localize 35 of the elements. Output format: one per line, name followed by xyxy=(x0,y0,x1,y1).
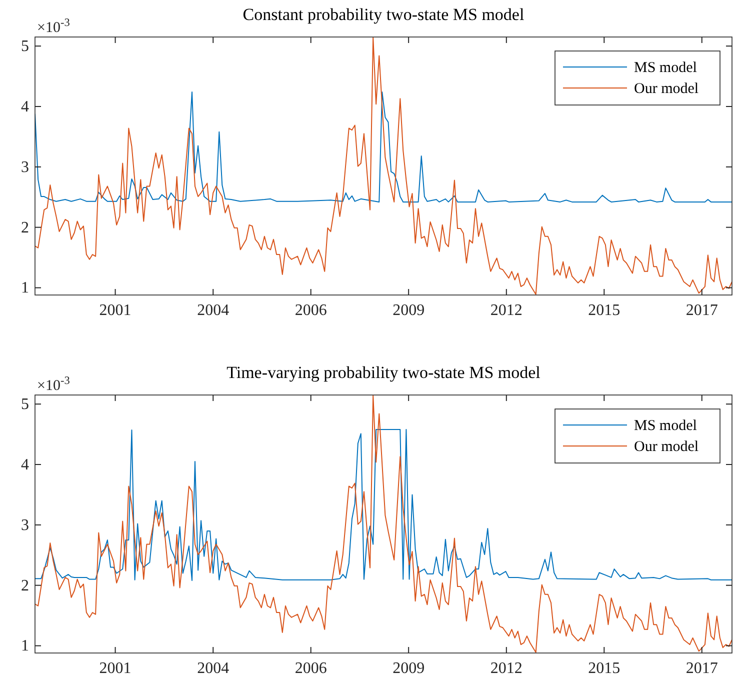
legend-label: Our model xyxy=(634,81,699,97)
line-series xyxy=(35,37,732,295)
x-tick-label: 2001 xyxy=(99,302,132,319)
x-tick-label: 2012 xyxy=(490,660,522,677)
y-tick-label: 4 xyxy=(21,98,29,116)
y-tick-label: 2 xyxy=(21,577,29,594)
x-tick-label: 2017 xyxy=(686,660,718,677)
chart-title: Constant probability two-state MS model xyxy=(242,5,524,24)
y-tick-label: 1 xyxy=(21,280,29,297)
x-tick-label: 2017 xyxy=(686,302,718,319)
y-tick-label: 5 xyxy=(21,38,29,56)
x-tick-label: 2015 xyxy=(588,302,620,319)
line-series xyxy=(35,428,732,581)
y-tick-label: 3 xyxy=(21,158,29,176)
x-tick-label: 2015 xyxy=(588,660,620,677)
x-tick-label: 2009 xyxy=(392,660,425,677)
y-tick-label: 5 xyxy=(21,396,29,414)
x-tick-label: 2006 xyxy=(294,660,327,677)
legend-label: MS model xyxy=(634,60,697,76)
x-tick-label: 2006 xyxy=(294,302,327,319)
y-tick-label: 1 xyxy=(21,638,29,655)
y-tick-label: 2 xyxy=(21,219,29,236)
legend-label: Our model xyxy=(634,439,699,455)
x-tick-label: 2009 xyxy=(392,302,425,319)
chart-title: Time-varying probability two-state MS model xyxy=(226,363,541,382)
text: ×10$^{-3}$ xyxy=(37,17,70,36)
x-tick-label: 2001 xyxy=(99,660,132,677)
legend-label: MS model xyxy=(634,418,697,434)
y-tick-label: 3 xyxy=(21,516,29,534)
x-tick-label: 2004 xyxy=(197,302,230,319)
line-series xyxy=(35,395,732,653)
x-tick-label: 2012 xyxy=(490,302,522,319)
x-tick-label: 2004 xyxy=(197,660,230,677)
y-tick-label: 4 xyxy=(21,456,29,474)
text: ×10$^{-3}$ xyxy=(37,375,70,394)
